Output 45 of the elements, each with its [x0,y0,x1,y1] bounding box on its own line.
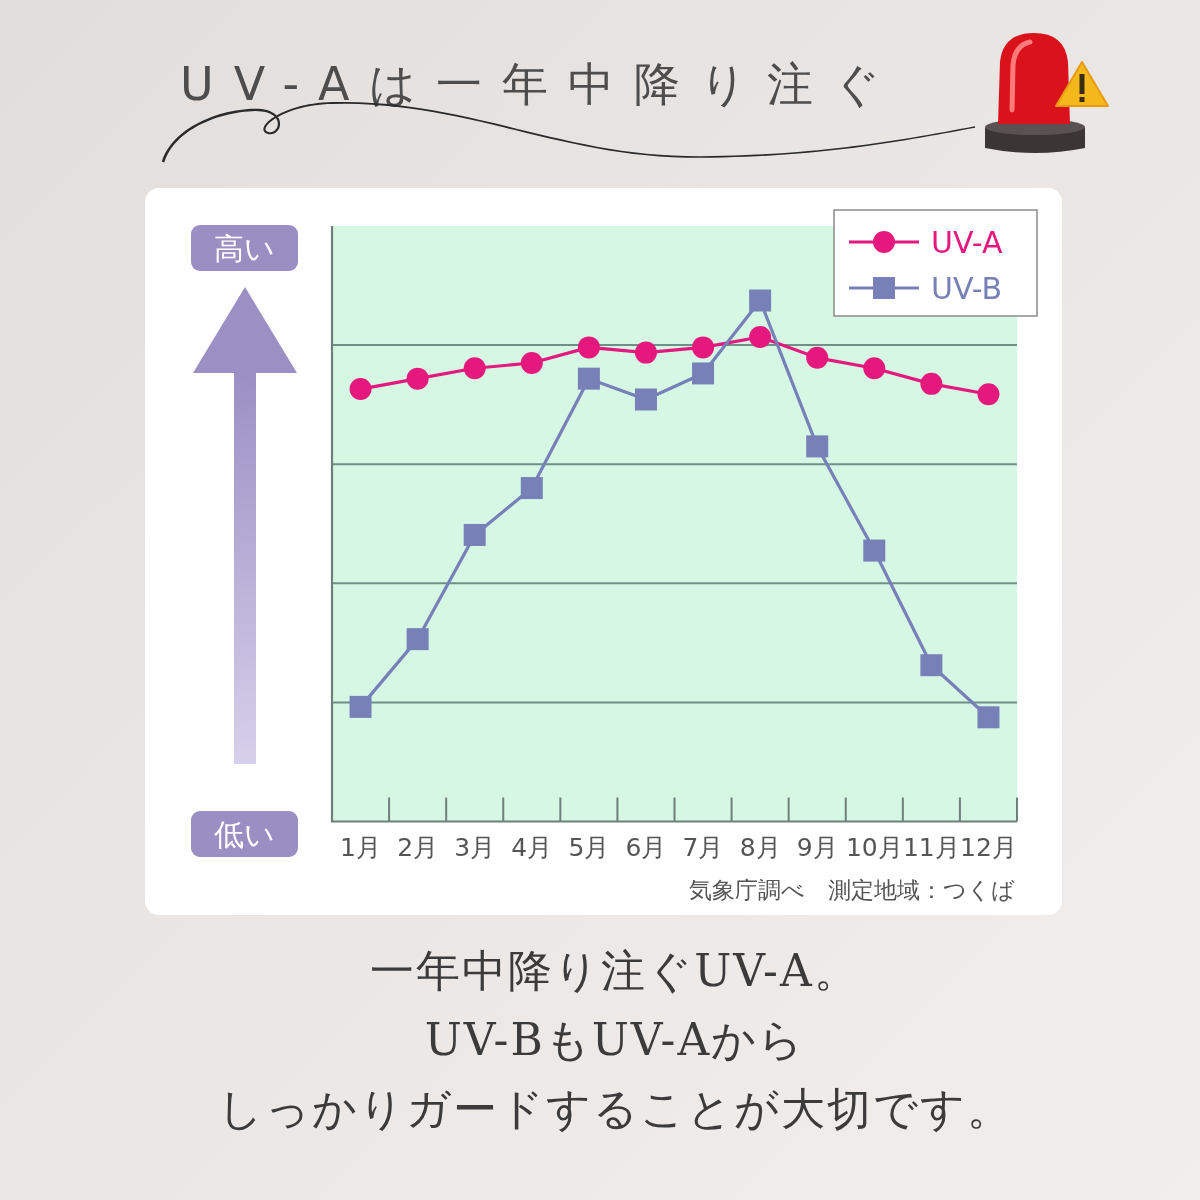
point [577,367,600,390]
text: しっかりガードすることが大切です。 [217,1083,1013,1134]
point [863,539,886,562]
point [977,383,1000,406]
point [463,523,486,546]
point [634,388,657,411]
point [406,628,429,651]
x-tick-label: 12月 [960,833,1017,862]
point [863,357,886,380]
x-tick-label: 8月 [739,833,781,862]
point [349,695,372,718]
x-tick-label: 9月 [796,833,838,862]
point [520,477,543,500]
legend-label: UV-A [931,225,1003,260]
point [349,378,372,401]
x-tick-label: 1月 [340,833,381,862]
text: 気象庁調べ 測定地域：つくば [689,877,1015,903]
point [692,336,715,359]
point [634,341,657,364]
x-tick-label: 4月 [511,833,553,862]
point [806,346,829,369]
point [920,372,943,395]
legend-label: UV-B [931,271,1003,306]
point [692,362,715,385]
point [520,352,543,375]
x-tick-label: 11月 [902,833,960,862]
text: UV-BもUV-Aから [424,1014,806,1065]
x-tick-label: 5月 [568,833,610,862]
x-tick-label: 3月 [454,833,496,862]
point [749,325,772,348]
point [920,654,943,677]
text: 高い [214,231,275,266]
x-tick-label: 2月 [397,833,439,862]
point [463,357,486,380]
point [977,706,1000,729]
point [806,435,829,458]
point [749,289,772,312]
point [406,367,429,390]
x-tick-label: 7月 [682,833,724,862]
x-tick-label: 10月 [845,833,903,862]
text: 低い [214,817,275,852]
x-tick-label: 6月 [625,833,667,862]
point [577,336,600,359]
text: 一年中降り注ぐUV-A。 [370,945,860,996]
chart-title: UV-Aは一年中降り注ぐ [180,57,901,111]
